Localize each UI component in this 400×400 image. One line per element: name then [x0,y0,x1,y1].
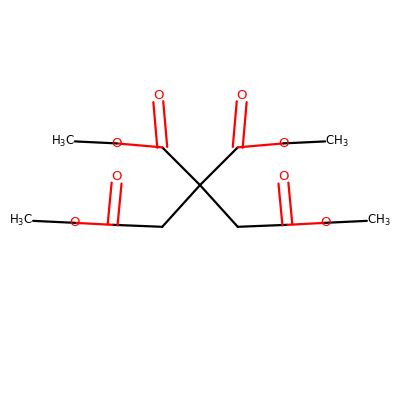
Text: CH$_3$: CH$_3$ [367,213,390,228]
Text: O: O [236,89,247,102]
Text: H$_3$C: H$_3$C [51,134,75,149]
Text: O: O [153,89,164,102]
Text: H$_3$C: H$_3$C [9,213,33,228]
Text: O: O [320,216,330,229]
Text: O: O [278,170,289,183]
Text: O: O [111,170,122,183]
Text: O: O [111,137,122,150]
Text: CH$_3$: CH$_3$ [325,134,349,149]
Text: O: O [278,137,289,150]
Text: O: O [70,216,80,229]
